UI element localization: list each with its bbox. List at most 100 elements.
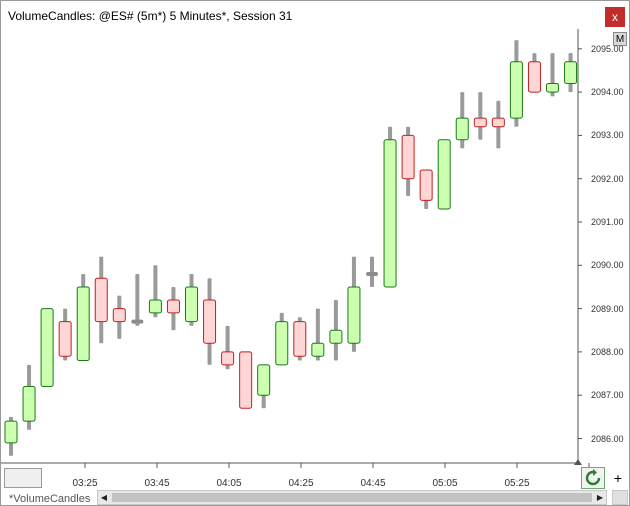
candle-body-up (455, 117, 469, 141)
refresh-button[interactable] (581, 467, 605, 489)
close-button[interactable]: x (605, 7, 625, 27)
candle-body-up (275, 321, 289, 366)
candle-body-down (94, 277, 108, 323)
candle[interactable] (329, 299, 343, 361)
time-tick-label: 04:05 (216, 478, 242, 489)
candle[interactable] (221, 325, 235, 370)
candle[interactable] (509, 40, 523, 127)
candle-body-up (148, 299, 162, 314)
candle-body-doji (366, 271, 378, 276)
refresh-icon (585, 469, 601, 486)
candle-body-up (185, 286, 198, 323)
candle[interactable] (40, 308, 54, 388)
candle[interactable] (564, 53, 578, 93)
candle[interactable] (76, 273, 90, 362)
candle[interactable] (401, 126, 415, 197)
candle-body-down (401, 134, 415, 180)
candle-body-down (112, 308, 126, 323)
scroll-right-icon[interactable]: ▶ (596, 493, 604, 502)
horizontal-scrollbar[interactable]: ◀ ▶ (97, 490, 607, 505)
candle-wick (370, 256, 374, 287)
candle-body-down (293, 321, 307, 357)
candle-body-up (347, 286, 361, 344)
candle[interactable] (491, 100, 505, 149)
candle[interactable] (527, 53, 541, 93)
price-tick-label: 2087.00 (591, 390, 624, 401)
candle[interactable] (112, 295, 126, 339)
candle[interactable] (4, 416, 18, 456)
scroll-left-icon[interactable]: ◀ (100, 493, 108, 502)
candle[interactable] (437, 139, 451, 210)
candle-body-down (221, 351, 235, 366)
time-tick-label: 03:25 (72, 478, 98, 489)
window-title: VolumeCandles: @ES# (5m*) 5 Minutes*, Se… (8, 9, 293, 23)
candle-body-down (239, 351, 253, 409)
candle[interactable] (546, 53, 559, 97)
candle-body-doji (131, 319, 144, 324)
time-tick-label: 05:25 (504, 478, 530, 489)
candle-body-up (437, 139, 451, 210)
candle[interactable] (22, 364, 36, 430)
add-button[interactable]: + (613, 470, 623, 486)
price-tick-label: 2086.00 (591, 433, 624, 444)
time-tick-label: 04:45 (360, 478, 386, 489)
candle[interactable] (383, 126, 397, 288)
candle-body-down (527, 61, 541, 93)
candle-body-down (166, 299, 180, 314)
candle[interactable] (148, 265, 162, 318)
scroll-thumb[interactable] (112, 493, 592, 502)
candle[interactable] (366, 256, 378, 287)
axis-corner-marker (574, 459, 582, 465)
price-tick-label: 2093.00 (591, 130, 624, 141)
candle-body-down (203, 299, 217, 344)
candle[interactable] (275, 312, 289, 366)
time-tick-label: 05:05 (432, 478, 458, 489)
candle-wick (135, 273, 140, 326)
candle-body-up (257, 364, 271, 396)
candle[interactable] (131, 273, 144, 326)
candle-body-down (491, 117, 505, 128)
candle-body-up (311, 342, 325, 357)
candle[interactable] (166, 286, 180, 331)
candle[interactable] (293, 317, 307, 361)
time-tick-label: 03:45 (144, 478, 170, 489)
candle-body-down (58, 321, 72, 357)
candle-body-down (419, 169, 433, 201)
candle-body-up (546, 82, 559, 93)
candle[interactable] (185, 273, 198, 326)
candle-body-up (383, 139, 397, 288)
resize-grip-icon[interactable] (612, 490, 628, 505)
candle-body-up (564, 61, 578, 84)
candle-body-up (76, 286, 90, 362)
candle[interactable] (257, 364, 271, 409)
candle[interactable] (58, 308, 72, 361)
time-axis-left-box (4, 468, 42, 488)
candle-wick (478, 92, 483, 140)
title-bar: VolumeCandles: @ES# (5m*) 5 Minutes*, Se… (1, 1, 629, 29)
price-tick-label: 2095.00 (591, 43, 624, 54)
candle[interactable] (347, 256, 361, 352)
candle[interactable] (94, 256, 108, 344)
candle-body-up (22, 386, 36, 422)
m-button[interactable]: M (613, 32, 627, 46)
candle[interactable] (455, 92, 469, 149)
price-tick-label: 2090.00 (591, 260, 624, 271)
candle[interactable] (419, 169, 433, 210)
candles-group (4, 40, 578, 456)
candle[interactable] (239, 351, 253, 409)
price-tick-label: 2091.00 (591, 217, 624, 227)
price-tick-label: 2094.00 (591, 87, 624, 98)
candle-body-up (4, 420, 18, 444)
candle[interactable] (203, 278, 217, 365)
candle-body-down (473, 117, 487, 128)
candle-body-up (509, 61, 523, 119)
candle[interactable] (473, 92, 487, 140)
price-tick-label: 2089.00 (591, 303, 624, 314)
candle[interactable] (311, 308, 325, 361)
candle-body-up (40, 308, 54, 388)
candle-body-up (329, 329, 343, 344)
tab-volumecandles[interactable]: *VolumeCandles (9, 493, 91, 505)
time-tick-label: 04:25 (288, 478, 314, 489)
